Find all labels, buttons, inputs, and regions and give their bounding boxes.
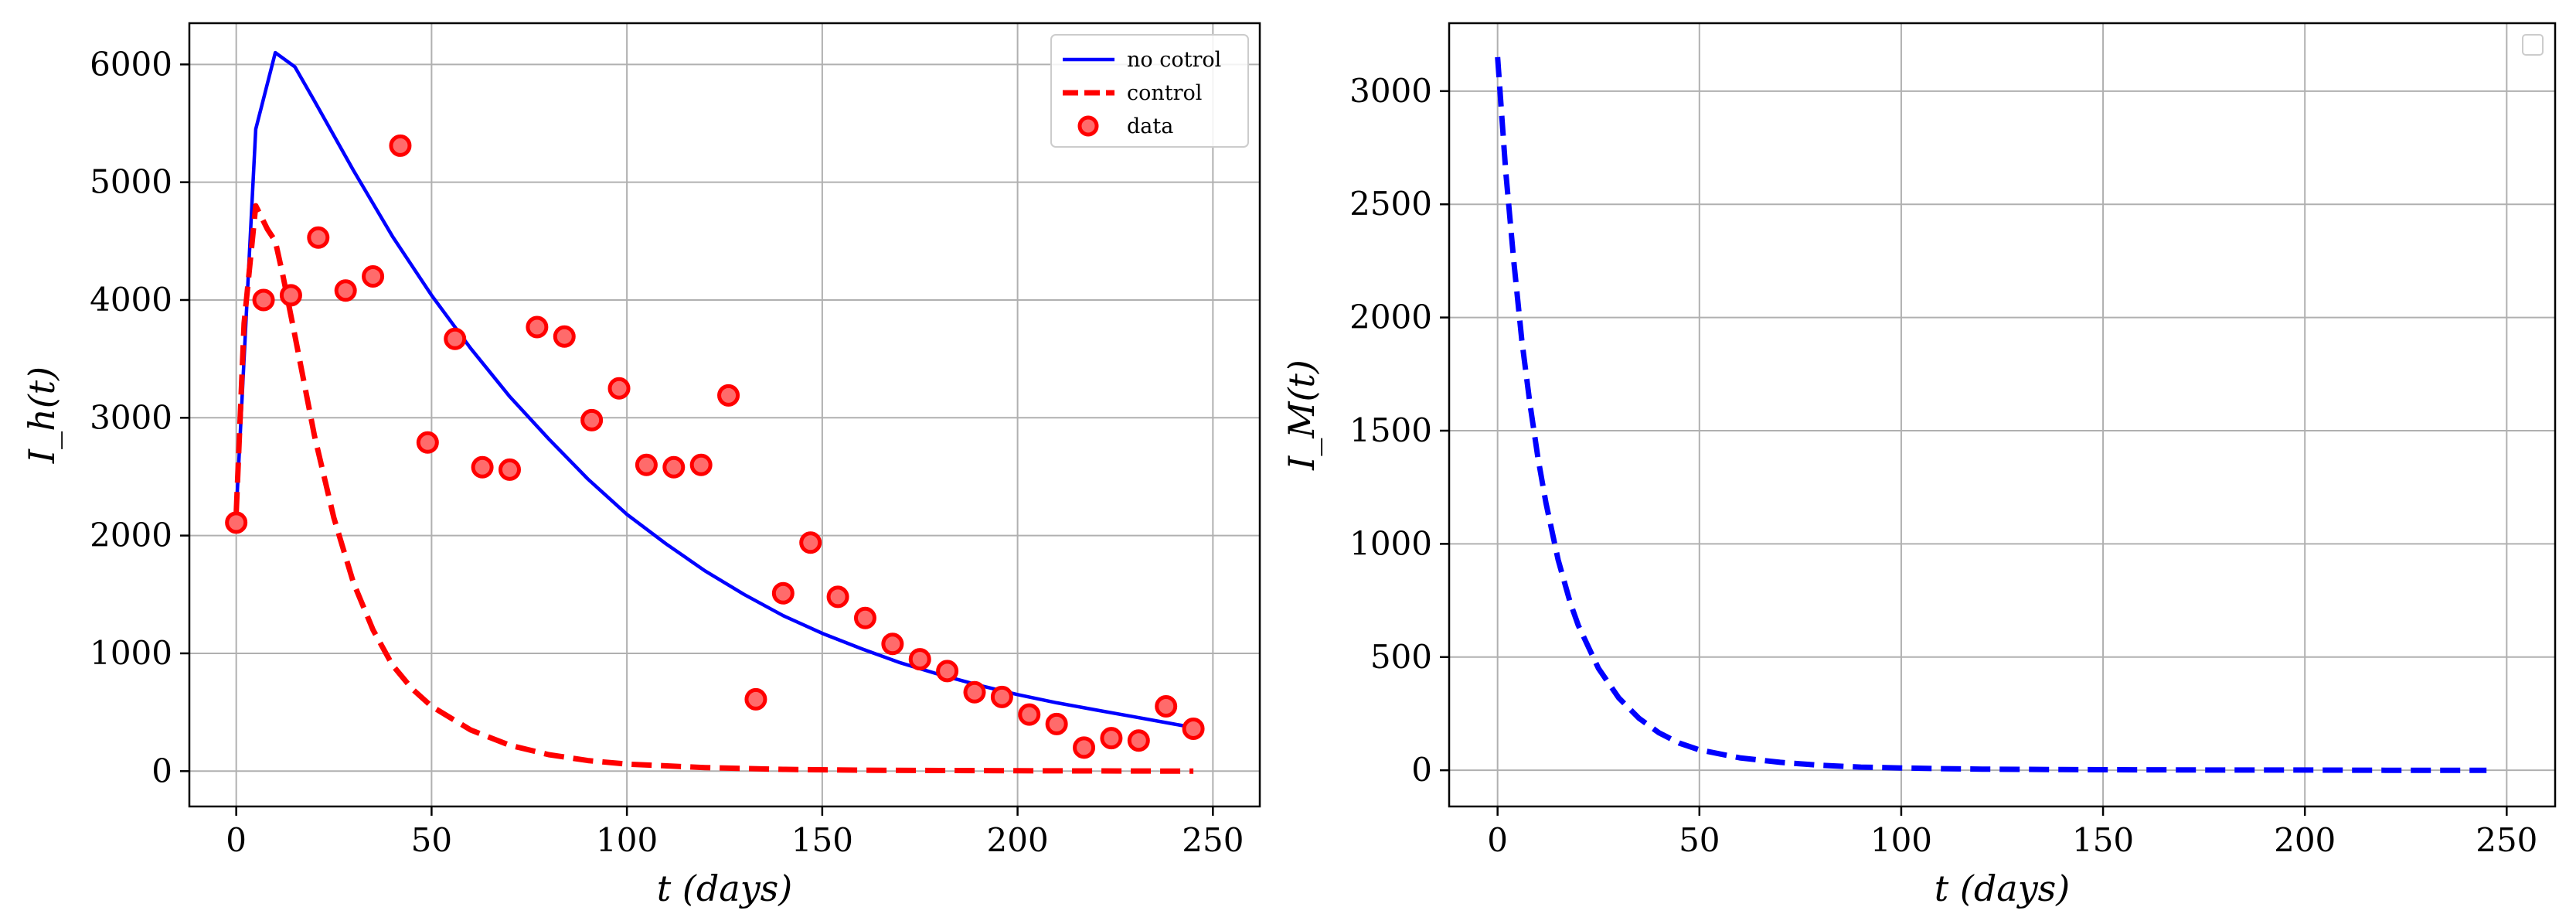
left-y-tick-label: 2000 <box>90 517 172 554</box>
left-data-point <box>416 431 439 454</box>
left-data-point <box>334 279 357 302</box>
left-y-tick-label: 1000 <box>90 634 172 672</box>
left-y-tick-label: 6000 <box>90 45 172 83</box>
right-y-axis-label: I_M(t) <box>1281 360 1322 471</box>
left-data-point <box>553 325 576 348</box>
left-legend-label: no cotrol <box>1127 48 1221 72</box>
left-data-point <box>307 226 330 249</box>
left-series-line-1 <box>233 203 1194 774</box>
right-x-tick-label: 150 <box>2072 821 2134 859</box>
left-legend-label: data <box>1127 114 1173 138</box>
right-y-tick-label: 3000 <box>1349 72 1432 110</box>
right-y-tick-label: 500 <box>1370 638 1432 676</box>
left-data-point <box>498 458 521 481</box>
right-series-line-0 <box>1495 56 2487 773</box>
left-y-tick-label: 4000 <box>90 281 172 319</box>
left-x-tick-label: 50 <box>411 821 452 859</box>
left-data-point <box>771 581 795 605</box>
left-series-line-0 <box>234 50 1194 730</box>
left-x-tick-label: 0 <box>226 821 247 859</box>
right-x-tick-label: 250 <box>2476 821 2537 859</box>
left-data-point <box>1073 736 1096 759</box>
left-data-point <box>799 531 822 554</box>
right-x-tick-label: 200 <box>2274 821 2336 859</box>
right-axes-frame <box>1448 22 2557 808</box>
left-legend-marker-data <box>1077 115 1099 137</box>
left-data-point <box>526 315 549 339</box>
left-data-point <box>689 453 713 476</box>
left-data-point <box>990 685 1013 708</box>
left-data-point <box>936 660 959 683</box>
left-data-point <box>908 648 931 671</box>
left-data-point <box>963 680 986 704</box>
left-data-point <box>881 632 904 656</box>
right-x-tick-label: 50 <box>1679 821 1720 859</box>
left-data-point <box>471 455 494 479</box>
left-data-point <box>444 327 467 350</box>
right-y-tick-label: 2500 <box>1349 185 1432 223</box>
right-y-tick-label: 2000 <box>1349 298 1432 336</box>
left-data-point <box>1045 712 1068 735</box>
left-data-point <box>225 511 248 534</box>
right-plot-area <box>1495 56 2487 773</box>
left-y-axis-label: I_h(t) <box>21 367 63 464</box>
left-data-point <box>662 455 686 479</box>
left-data-point <box>252 288 275 312</box>
left-data-point <box>853 606 876 629</box>
left-legend-label: control <box>1127 81 1202 105</box>
right-x-axis-label: t (days) <box>1935 868 2070 909</box>
left-x-tick-label: 150 <box>791 821 853 859</box>
left-legend-box <box>1050 34 1249 148</box>
right-legend-empty <box>2522 34 2544 56</box>
left-data-point <box>1018 703 1041 726</box>
left-data-point <box>279 284 302 307</box>
left-x-tick-label: 100 <box>596 821 658 859</box>
right-y-tick-label: 1500 <box>1349 411 1432 449</box>
left-panel: 0 50 100 150 200 250 0 1000 2000 3000 4000 5000 6000… <box>21 22 1261 909</box>
left-y-tick-label: 0 <box>151 752 172 789</box>
left-data-point <box>1100 727 1123 750</box>
left-x-tick-label: 200 <box>987 821 1049 859</box>
left-data-point <box>635 453 658 476</box>
left-data-point <box>362 265 385 288</box>
left-data-point <box>1155 695 1178 718</box>
left-data-point <box>1182 717 1205 740</box>
left-axes-frame <box>188 22 1261 808</box>
left-data-point <box>717 384 740 407</box>
left-y-tick-label: 3000 <box>90 398 172 436</box>
right-x-tick-label: 0 <box>1487 821 1508 859</box>
right-panel: 0 50 100 150 200 250050010001500200025003000t… <box>1281 22 2557 909</box>
left-data-point <box>826 585 849 609</box>
left-x-tick-label: 250 <box>1182 821 1244 859</box>
left-legend: no cotrol control data <box>1050 34 1249 148</box>
left-x-axis-label: t (days) <box>657 868 792 909</box>
left-plot-area <box>225 50 1205 774</box>
right-y-tick-label: 1000 <box>1349 524 1432 562</box>
left-data-point <box>580 408 604 431</box>
right-y-tick-label: 0 <box>1411 751 1432 789</box>
left-data-point <box>1127 729 1150 752</box>
left-data-point <box>607 377 631 400</box>
left-data-point <box>744 687 767 711</box>
right-x-tick-label: 100 <box>1870 821 1932 859</box>
left-y-tick-label: 5000 <box>90 163 172 201</box>
left-data-point <box>389 134 412 157</box>
